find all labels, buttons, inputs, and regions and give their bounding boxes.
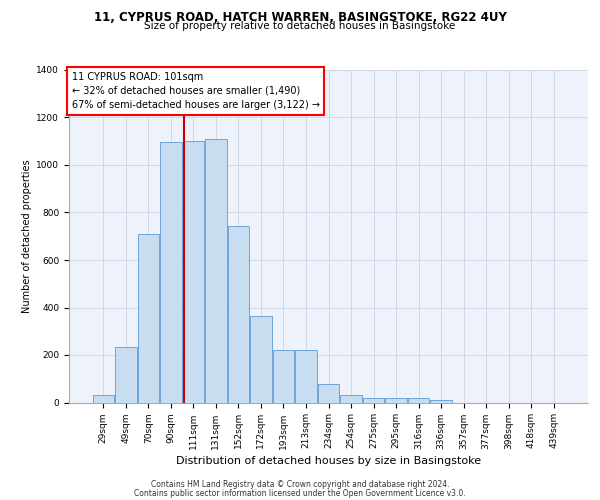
Text: Contains HM Land Registry data © Crown copyright and database right 2024.: Contains HM Land Registry data © Crown c… <box>151 480 449 489</box>
Bar <box>408 398 429 402</box>
Bar <box>182 141 204 403</box>
Y-axis label: Number of detached properties: Number of detached properties <box>22 160 32 313</box>
Bar <box>115 346 137 403</box>
Bar <box>363 398 384 402</box>
X-axis label: Distribution of detached houses by size in Basingstoke: Distribution of detached houses by size … <box>176 456 481 466</box>
Bar <box>273 350 294 403</box>
Bar <box>295 350 317 403</box>
Text: 11, CYPRUS ROAD, HATCH WARREN, BASINGSTOKE, RG22 4UY: 11, CYPRUS ROAD, HATCH WARREN, BASINGSTO… <box>94 11 506 24</box>
Bar <box>250 316 272 402</box>
Bar <box>205 139 227 402</box>
Bar <box>340 396 362 402</box>
Text: Contains public sector information licensed under the Open Government Licence v3: Contains public sector information licen… <box>134 488 466 498</box>
Bar <box>318 384 339 402</box>
Bar <box>137 234 159 402</box>
Bar <box>92 396 114 402</box>
Bar <box>228 226 249 402</box>
Bar <box>430 400 452 402</box>
Text: Size of property relative to detached houses in Basingstoke: Size of property relative to detached ho… <box>145 21 455 31</box>
Bar <box>160 142 182 402</box>
Bar <box>385 398 407 402</box>
Text: 11 CYPRUS ROAD: 101sqm
← 32% of detached houses are smaller (1,490)
67% of semi-: 11 CYPRUS ROAD: 101sqm ← 32% of detached… <box>71 72 320 110</box>
